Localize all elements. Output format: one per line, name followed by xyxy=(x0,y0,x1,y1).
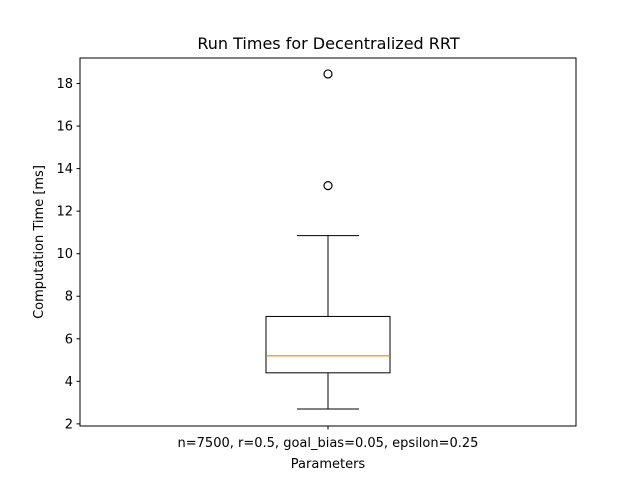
y-axis-label: Computation Time [ms] xyxy=(32,165,47,319)
y-tick-label: 4 xyxy=(65,375,73,390)
y-tick-label: 8 xyxy=(65,290,73,305)
y-tick-label: 6 xyxy=(65,332,73,347)
y-tick-label: 10 xyxy=(56,247,73,262)
box-group xyxy=(265,69,391,410)
iqr-box xyxy=(265,315,391,374)
outlier-point xyxy=(323,69,333,79)
y-tick-label: 16 xyxy=(56,120,73,135)
x-axis: n=7500, r=0.5, goal_bias=0.05, epsilon=0… xyxy=(178,426,479,451)
y-tick-label: 14 xyxy=(56,162,73,177)
x-tick-label: n=7500, r=0.5, goal_bias=0.05, epsilon=0… xyxy=(178,436,479,451)
x-axis-label: Parameters xyxy=(291,457,366,472)
y-tick-label: 18 xyxy=(56,77,73,92)
y-tick-label: 12 xyxy=(56,205,73,220)
chart-title: Run Times for Decentralized RRT xyxy=(197,34,459,53)
y-tick-label: 2 xyxy=(65,417,73,432)
outlier-point xyxy=(323,181,333,191)
y-axis: 2 4 6 8 10 12 14 16 18 xyxy=(56,77,80,432)
plot-frame xyxy=(79,57,577,427)
box-series xyxy=(265,69,391,410)
